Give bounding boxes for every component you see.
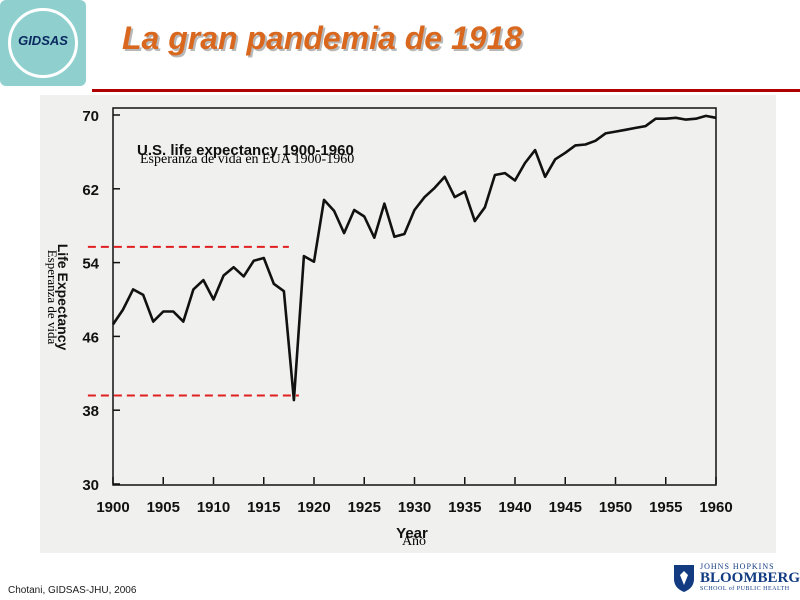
y-axis-label: Life Expectancy xyxy=(55,244,71,351)
logo-text: GIDSAS xyxy=(18,33,68,48)
x-tick-label: 1935 xyxy=(448,499,481,516)
y-tick-label: 38 xyxy=(82,403,99,420)
jhu-shield-icon xyxy=(674,565,694,592)
y-tick-label: 54 xyxy=(82,256,99,273)
plot-frame xyxy=(112,107,717,486)
chart-title-overlay: Esperanza de vida en EUA 1900-1960 xyxy=(140,152,354,167)
x-tick-label: 1915 xyxy=(247,499,280,516)
x-axis-label: Year xyxy=(396,525,428,542)
jhu-logo-line3: SCHOOL of PUBLIC HEALTH xyxy=(700,586,790,592)
x-tick-label: 1930 xyxy=(398,499,431,516)
y-tick-label: 30 xyxy=(82,477,99,494)
jhu-logo-line1: JOHNS HOPKINS xyxy=(700,562,775,571)
footer-credit: Chotani, GIDSAS-JHU, 2006 xyxy=(8,585,137,596)
y-axis-label-overlay: Esperanza de vida xyxy=(45,250,60,345)
y-tick-label: 70 xyxy=(82,108,99,125)
title-divider xyxy=(92,89,800,92)
y-tick-label: 46 xyxy=(82,329,99,346)
globe-icon xyxy=(8,8,78,78)
life-expectancy-series-line xyxy=(111,114,717,402)
x-tick-label: 1940 xyxy=(498,499,531,516)
gidsas-logo: GIDSAS xyxy=(0,0,86,86)
x-axis-label-overlay: Año xyxy=(402,534,426,549)
x-tick-label: 1920 xyxy=(297,499,330,516)
x-tick-label: 1945 xyxy=(549,499,582,516)
jhu-bloomberg-logo: JOHNS HOPKINS BLOOMBERG SCHOOL of PUBLIC… xyxy=(700,562,800,593)
x-tick-label: 1950 xyxy=(599,499,632,516)
chart-title: U.S. life expectancy 1900-1960 xyxy=(137,142,354,159)
x-tick-label: 1925 xyxy=(348,499,381,516)
x-tick-label: 1900 xyxy=(96,499,129,516)
x-tick-label: 1905 xyxy=(147,499,180,516)
y-tick-label: 62 xyxy=(82,182,99,199)
jhu-logo-line2: BLOOMBERG xyxy=(700,570,800,586)
x-tick-label: 1955 xyxy=(649,499,682,516)
slide-title: La gran pandemia de 1918 xyxy=(122,20,523,56)
scanned-figure-background xyxy=(40,95,776,553)
x-tick-label: 1910 xyxy=(197,499,230,516)
x-tick-label: 1960 xyxy=(699,499,732,516)
